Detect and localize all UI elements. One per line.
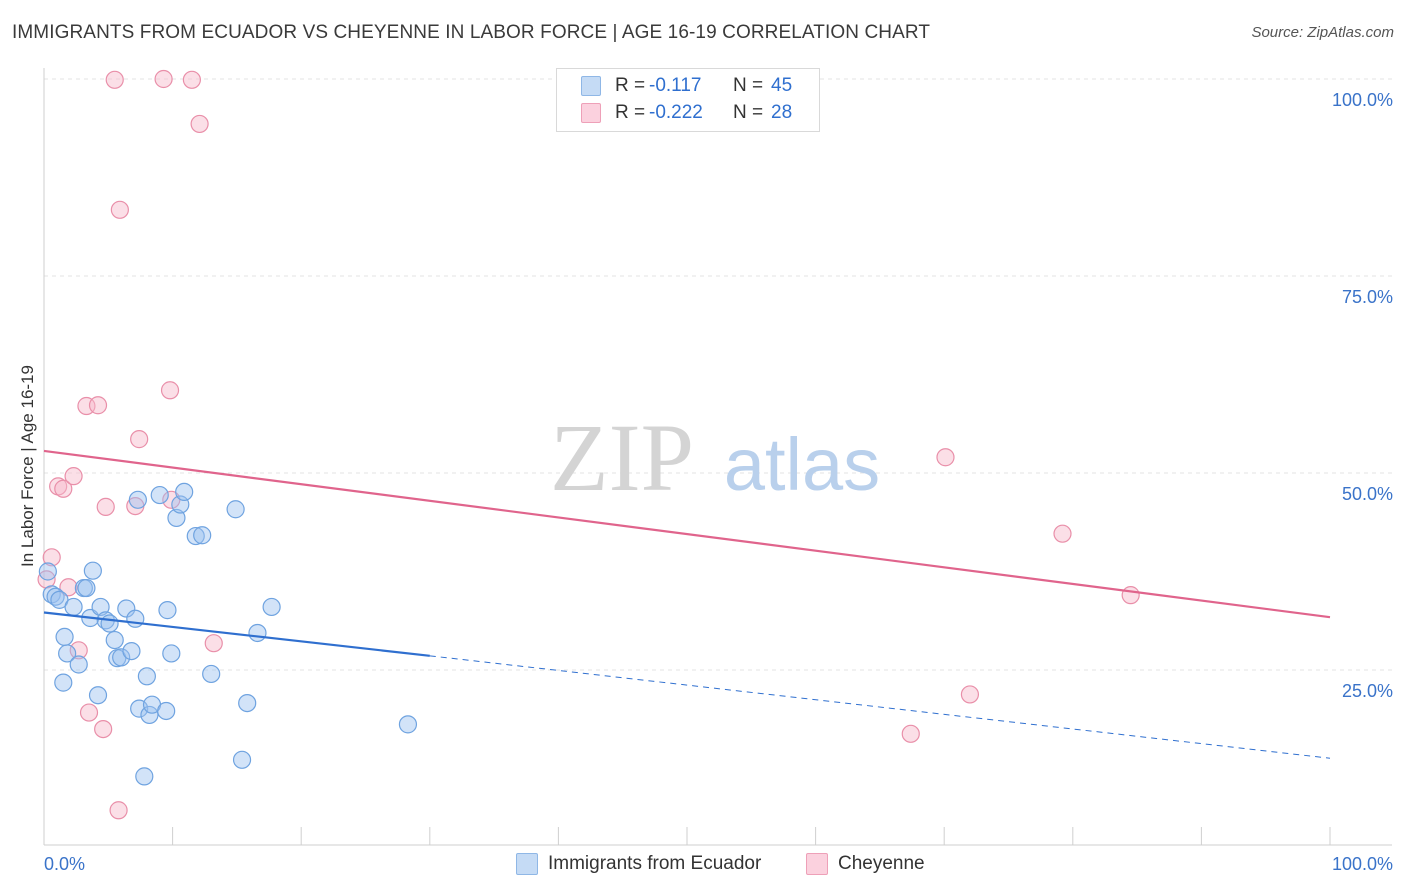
cheyenne-point — [96, 497, 115, 516]
bottom-legend-label-cheyenne: Cheyenne — [838, 853, 925, 874]
legend-r-value: -0.222 — [649, 102, 703, 123]
cheyenne-point — [204, 634, 223, 653]
legend-n-value: 28 — [771, 102, 793, 123]
ecuador-point — [128, 490, 147, 509]
ecuador-point — [186, 526, 205, 546]
cheyenne-point — [130, 430, 149, 449]
legend-r-label: R = — [615, 102, 646, 123]
ecuador-point — [226, 500, 245, 519]
cheyenne-point — [64, 467, 83, 486]
cheyenne-point — [69, 641, 88, 660]
cheyenne-point — [1053, 524, 1072, 543]
stats-legend: R = -0.117 N = 45 R = -0.222 N = 28 — [556, 68, 820, 132]
y-axis-label: In Labor Force | Age 16-19 — [18, 365, 37, 567]
cheyenne-point — [54, 479, 73, 498]
ecuador-point — [117, 599, 136, 618]
tick-labels: 25.0% 50.0% 75.0% 100.0% 0.0% 100.0% — [44, 90, 1393, 874]
ecuador-point — [202, 664, 221, 684]
legend-swatch-ecuador — [581, 76, 601, 96]
ecuador-point — [88, 686, 108, 705]
ecuador-point — [77, 578, 96, 598]
ecuador-point — [150, 485, 169, 505]
chart-title: IMMIGRANTS FROM ECUADOR VS CHEYENNE IN L… — [12, 22, 931, 43]
ecuador-point — [135, 767, 154, 786]
cheyenne-point — [110, 200, 129, 219]
cheyenne-point — [960, 685, 980, 704]
ecuador-point — [69, 655, 88, 674]
ecuador-point — [167, 508, 186, 528]
ecuador-point — [193, 526, 212, 545]
cheyenne-point — [936, 448, 955, 467]
cheyenne-point — [901, 724, 920, 743]
y-tick-label: 50.0% — [1342, 484, 1393, 504]
grid-lines — [44, 78, 1392, 671]
ecuador-point — [64, 597, 83, 617]
cheyenne-point — [182, 70, 201, 89]
x-tick-label-right: 100.0% — [1332, 854, 1393, 874]
cheyenne-point — [88, 396, 108, 415]
ecuador-point — [158, 601, 177, 620]
cheyenne-point — [109, 801, 128, 820]
ecuador-point — [398, 715, 418, 734]
source-credit: Source: ZipAtlas.com — [1251, 24, 1394, 41]
ecuador-trend-line — [43, 611, 430, 657]
cheyenne-point — [42, 548, 61, 567]
cheyenne-point — [59, 578, 78, 597]
ecuador-point — [38, 562, 57, 581]
cheyenne-point — [190, 114, 209, 134]
legend-n-label: N = — [733, 75, 764, 96]
watermark-zip: ZIP — [550, 404, 694, 511]
ecuador-point — [54, 673, 73, 692]
legend-n-label: N = — [733, 102, 764, 123]
ecuador-point — [83, 561, 102, 580]
ecuador-point — [91, 597, 110, 617]
ecuador-point — [105, 630, 124, 650]
cheyenne-point — [160, 381, 180, 400]
ecuador-point — [262, 597, 281, 617]
ecuador-point — [55, 627, 74, 647]
ecuador-point — [157, 701, 176, 721]
legend-swatch-cheyenne — [581, 103, 601, 123]
ecuador-point — [126, 609, 145, 628]
cheyenne-point — [154, 69, 173, 89]
bottom-legend-label-ecuador: Immigrants from Ecuador — [548, 853, 762, 874]
trend-lines — [43, 449, 1331, 759]
y-tick-label: 25.0% — [1342, 681, 1393, 701]
bottom-legend-swatch-cheyenne — [806, 853, 828, 875]
ecuador-points — [38, 482, 418, 786]
ecuador-point — [112, 648, 131, 667]
ecuador-point — [175, 482, 194, 502]
ecuador-point — [122, 641, 141, 661]
x-tick-label-left: 0.0% — [44, 854, 85, 874]
axes — [43, 68, 1392, 846]
ecuador-point — [238, 693, 257, 713]
cheyenne-point — [94, 719, 113, 739]
y-tick-label: 75.0% — [1342, 287, 1393, 307]
legend-r-label: R = — [615, 75, 646, 96]
y-tick-label: 100.0% — [1332, 90, 1393, 110]
ecuador-point — [232, 750, 252, 769]
cheyenne-point — [79, 703, 99, 722]
ecuador-point — [137, 667, 156, 686]
cheyenne-point — [105, 70, 124, 89]
ecuador-point — [248, 623, 267, 643]
cheyenne-point — [1121, 586, 1140, 605]
ecuador-point — [58, 644, 77, 663]
watermark: ZIP atlas — [550, 404, 880, 511]
bottom-legend-swatch-ecuador — [516, 853, 538, 875]
cheyenne-trend-line — [43, 449, 1331, 619]
legend-r-value: -0.117 — [649, 75, 702, 96]
ecuador-point — [100, 614, 119, 633]
ecuador-trend-extension — [429, 655, 1331, 759]
legend-n-value: 45 — [771, 75, 793, 96]
watermark-atlas: atlas — [724, 423, 880, 506]
ecuador-point — [162, 644, 181, 663]
